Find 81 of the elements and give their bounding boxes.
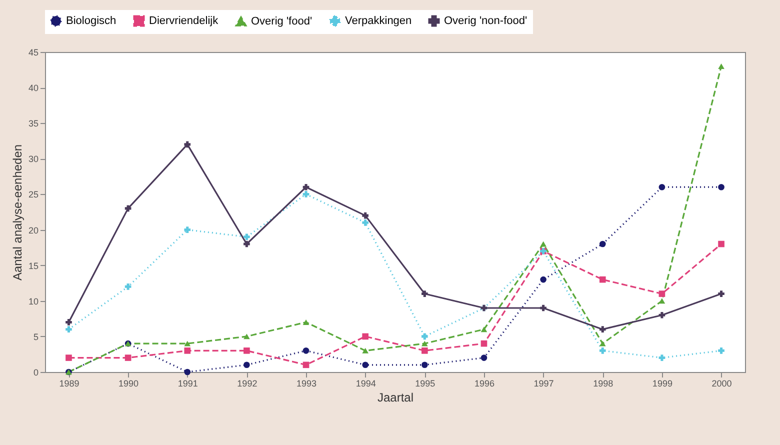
point [244, 362, 250, 368]
point [540, 241, 546, 247]
point [658, 298, 666, 304]
point [422, 348, 428, 354]
point [718, 184, 724, 190]
point [302, 184, 310, 190]
point [124, 284, 132, 290]
point [422, 340, 428, 346]
legend-label: Diervriendelijk [149, 15, 219, 27]
x-tick-label: 1999 [652, 378, 672, 388]
point [599, 276, 606, 283]
point [718, 240, 724, 248]
point [658, 312, 666, 318]
y-tick-label: 30 [28, 154, 38, 164]
x-tick-label: 1998 [593, 378, 614, 388]
point [422, 333, 428, 340]
point [480, 340, 488, 347]
point [244, 334, 250, 340]
point [718, 63, 724, 69]
legend-label: Verpakkingen [345, 15, 412, 27]
x-tick-label: 1992 [237, 378, 258, 388]
point [184, 226, 191, 233]
legend-label: Overig 'non-food' [444, 15, 528, 27]
point [540, 276, 546, 283]
x-tick-label: 1997 [534, 378, 554, 388]
legend-label: Overig 'food' [251, 15, 312, 28]
point [66, 326, 72, 332]
x-tick-label: 1991 [178, 378, 198, 388]
y-tick-label: 45 [28, 48, 38, 58]
x-tick-label: 1994 [356, 378, 376, 388]
point [244, 240, 250, 248]
y-tick-label: 40 [28, 83, 38, 94]
point [244, 348, 250, 354]
point [718, 348, 724, 354]
y-tick-label: 25 [28, 190, 38, 200]
point [362, 362, 368, 368]
point [480, 326, 488, 332]
point [244, 234, 250, 240]
point [658, 354, 666, 361]
x-axis-title: Jaartal [377, 390, 414, 404]
legend-label: Biologisch [66, 15, 116, 27]
y-tick-label: 5 [33, 332, 38, 342]
point [599, 340, 606, 346]
y-tick-label: 0 [33, 368, 38, 378]
point [302, 191, 310, 198]
point [362, 220, 368, 226]
x-tick-label: 1995 [415, 378, 436, 388]
x-tick-label: 1993 [296, 378, 317, 388]
point [362, 212, 368, 219]
point [66, 354, 72, 361]
point [658, 290, 666, 297]
point [422, 290, 428, 297]
x-tick-label: 1989 [59, 378, 80, 388]
y-tick-label: 20 [28, 225, 38, 236]
point [184, 368, 191, 376]
x-tick-label: 1990 [118, 378, 139, 388]
point [658, 184, 666, 190]
x-tick-label: 1996 [474, 378, 494, 388]
point [124, 354, 132, 361]
y-tick-label: 15 [28, 260, 38, 271]
point [124, 205, 132, 212]
point [302, 362, 310, 368]
point [302, 319, 310, 325]
point [362, 348, 368, 354]
point [184, 141, 191, 148]
point [599, 326, 606, 332]
point [362, 333, 368, 340]
y-tick-label: 10 [28, 296, 38, 306]
point [184, 340, 191, 346]
point [540, 304, 546, 312]
point [599, 240, 606, 248]
x-tick-label: 2000 [712, 378, 732, 388]
point [302, 348, 310, 354]
point [66, 319, 72, 326]
point [718, 290, 724, 297]
y-tick-label: 35 [28, 118, 38, 129]
point [599, 348, 606, 354]
point [422, 362, 428, 368]
point [480, 354, 488, 361]
point [184, 348, 191, 354]
y-axis-title: Aantal analyse-eenheden [10, 144, 24, 281]
